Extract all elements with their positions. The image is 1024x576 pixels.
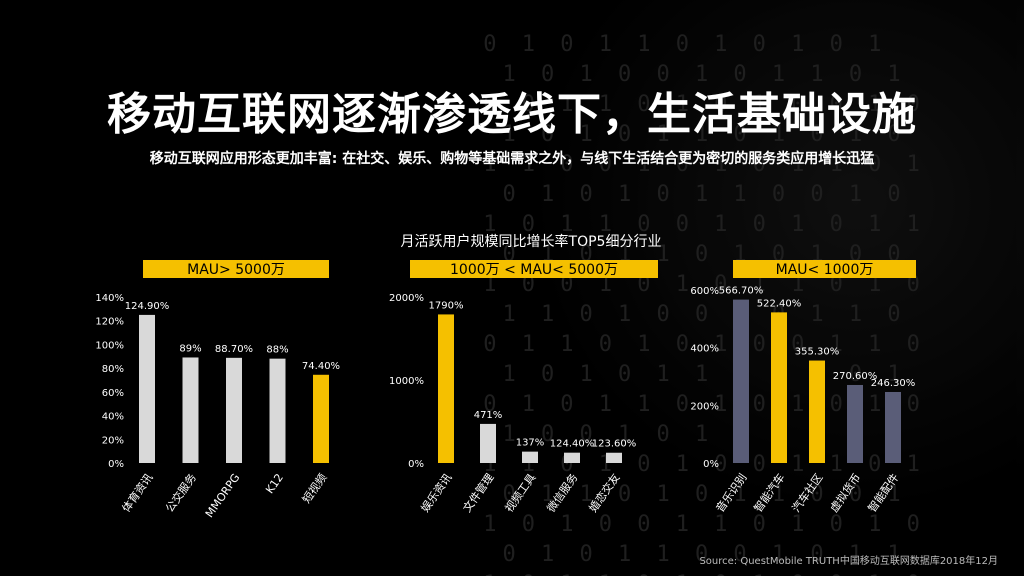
- category-label: 视频工具: [502, 471, 539, 515]
- bar-2-5: [606, 452, 622, 463]
- bar-1-3: [226, 357, 242, 463]
- y-tick-label: 40%: [102, 412, 124, 423]
- category-label: 微信服务: [544, 471, 581, 515]
- y-tick-label: 1000%: [389, 376, 424, 387]
- mau-banner-1: [143, 260, 329, 278]
- category-label: 音乐识别: [713, 471, 750, 515]
- category-label: 智能汽车: [751, 471, 788, 515]
- bar-3-1: [733, 299, 749, 463]
- bar-1-4: [269, 358, 286, 463]
- data-label: 270.60%: [833, 371, 878, 382]
- y-tick-label: 80%: [102, 364, 124, 375]
- mau-banner-label-2: 1000万 < MAU< 5000万: [450, 262, 618, 278]
- category-label: K12: [263, 471, 286, 496]
- bar-3-4: [847, 384, 863, 463]
- y-tick-label: 0%: [408, 459, 424, 470]
- data-label: 1790%: [429, 300, 464, 311]
- y-tick-label: 100%: [95, 340, 124, 351]
- bar-2-3: [522, 451, 538, 463]
- mau-banner-label-1: MAU> 5000万: [187, 262, 285, 278]
- y-tick-label: 120%: [95, 317, 124, 328]
- bar-2-2: [480, 423, 496, 463]
- bar-3-2: [771, 312, 787, 463]
- category-label: 智能配件: [865, 471, 902, 515]
- y-tick-label: 0%: [703, 459, 719, 470]
- page-title: 移动互联网逐渐渗透线下，生活基础设施: [107, 89, 917, 140]
- y-tick-label: 60%: [102, 388, 124, 399]
- chart-heading: 月活跃用户规模同比增长率TOP5细分行业: [400, 234, 662, 250]
- bar-1-2: [182, 357, 199, 463]
- data-label: 74.40%: [302, 361, 340, 372]
- source-note: Source: QuestMobile TRUTH中国移动互联网数据库2018年…: [699, 556, 998, 567]
- mau-banner-3: [733, 260, 916, 278]
- bar-2-1: [438, 314, 454, 463]
- data-label: 566.70%: [719, 286, 764, 297]
- mau-banner-2: [410, 260, 658, 278]
- y-tick-label: 200%: [690, 401, 719, 412]
- category-label: 娱乐资讯: [418, 471, 455, 515]
- data-label: 522.40%: [757, 298, 802, 309]
- category-label: 虚拟货币: [827, 471, 864, 515]
- bar-1-5: [313, 374, 329, 463]
- category-label: 文件管理: [460, 471, 497, 515]
- y-tick-label: 0%: [108, 459, 124, 470]
- mau-banner-label-3: MAU< 1000万: [776, 262, 874, 278]
- data-label: 124.40%: [550, 439, 595, 450]
- page-subtitle: 移动互联网应用形态更加丰富: 在社交、娱乐、购物等基础需求之外，与线下生活结合更…: [149, 151, 875, 167]
- y-tick-label: 600%: [690, 286, 719, 297]
- category-label: 体育资讯: [119, 471, 156, 515]
- data-label: 123.60%: [592, 439, 637, 450]
- data-label: 137%: [516, 438, 545, 449]
- data-label: 471%: [474, 410, 503, 421]
- bar-3-5: [885, 391, 901, 463]
- data-label: 88.70%: [215, 344, 253, 355]
- category-label: 婚恋交友: [586, 471, 623, 515]
- bar-2-4: [564, 452, 580, 463]
- category-label: 短视频: [299, 471, 329, 506]
- category-label: 公交服务: [162, 471, 199, 515]
- data-label: 246.30%: [871, 378, 916, 389]
- y-tick-label: 2000%: [389, 293, 424, 304]
- data-label: 124.90%: [125, 301, 170, 312]
- category-label: MMORPG: [203, 471, 243, 520]
- bar-1-1: [139, 314, 155, 463]
- y-tick-label: 20%: [102, 435, 124, 446]
- y-tick-label: 140%: [95, 293, 124, 304]
- y-tick-label: 400%: [690, 344, 719, 355]
- data-label: 355.30%: [795, 347, 840, 358]
- category-label: 汽车社区: [789, 471, 826, 515]
- data-label: 89%: [179, 343, 201, 354]
- bar-3-3: [809, 360, 825, 463]
- data-label: 88%: [266, 345, 288, 356]
